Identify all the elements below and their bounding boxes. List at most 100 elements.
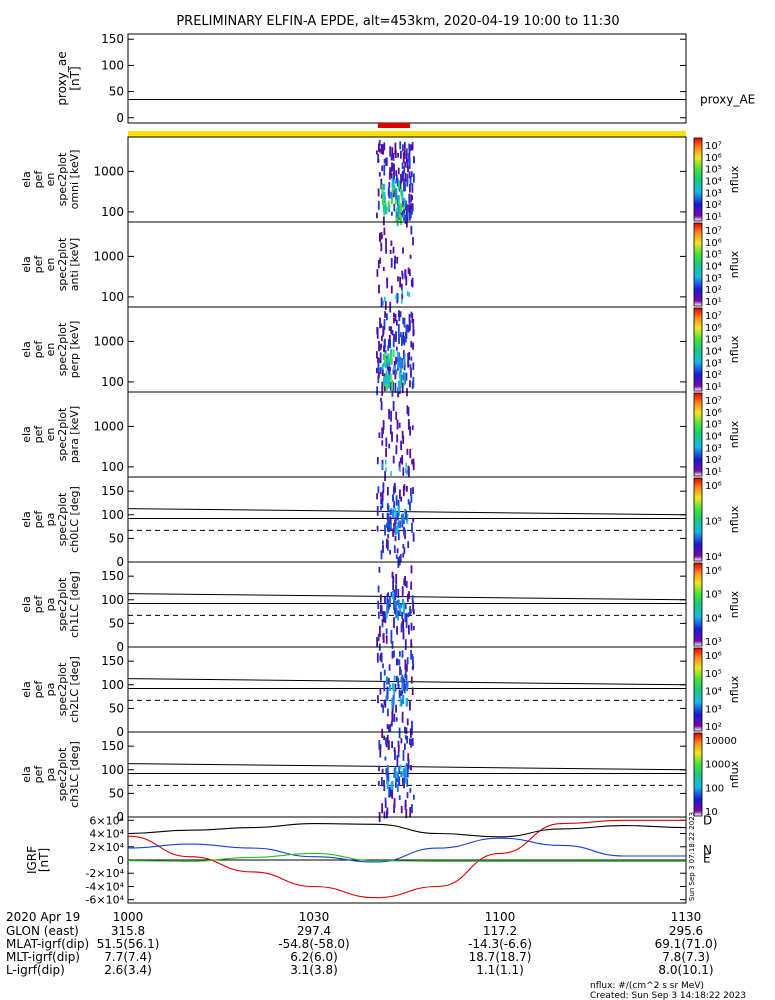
- spectrogram-cell: [384, 800, 387, 808]
- spectrogram-cell: [402, 750, 405, 761]
- spectrogram-cell: [390, 240, 393, 246]
- spectrogram-cell: [381, 803, 383, 814]
- spectrogram-cell: [378, 172, 381, 177]
- ylabel-line: spec2plot: [56, 407, 69, 461]
- spectrogram-cell: [392, 528, 394, 537]
- spectrogram-cell: [380, 550, 383, 560]
- spectrogram-cell: [382, 463, 384, 469]
- ytick-label: 100: [101, 205, 124, 219]
- ylabel-line: ela: [20, 681, 33, 698]
- spectrogram-cell: [397, 499, 400, 511]
- ytick-label: 0: [117, 854, 124, 867]
- spectrogram-cell: [382, 266, 385, 272]
- mlt-value: 7.7(7.4): [104, 950, 152, 964]
- spectrogram-cell: [408, 204, 410, 213]
- spectrogram-cell: [409, 176, 412, 185]
- spectrogram-cell: [377, 357, 379, 363]
- spectrogram-cell: [391, 184, 394, 194]
- spectrogram-cell: [399, 466, 401, 472]
- spectrogram-cell: [377, 371, 380, 378]
- spectrogram-cell: [394, 517, 397, 525]
- ytick-label: 50: [109, 786, 124, 800]
- l-shell-value: 3.1(3.8): [290, 963, 338, 977]
- spectrogram-cell: [399, 696, 402, 706]
- ylabel-line: pef: [32, 680, 45, 699]
- spectrogram-cell: [384, 311, 386, 318]
- spectrogram-cell: [379, 257, 382, 264]
- spectrogram-cell: [385, 206, 388, 215]
- spectrogram-cell: [410, 225, 413, 235]
- colorbar: [693, 222, 703, 307]
- colorbar: [693, 732, 703, 817]
- spectrogram-cell: [378, 765, 380, 772]
- spectrogram-cell: [402, 435, 405, 444]
- spectrogram-cell: [382, 204, 385, 212]
- spectrogram-cell: [406, 768, 409, 778]
- spectrogram-cell: [380, 144, 383, 154]
- spectrogram-cell: [383, 377, 385, 387]
- spectrogram-cell: [391, 211, 393, 216]
- spectrogram-cell: [400, 805, 403, 814]
- spectrogram-cell: [382, 194, 384, 205]
- spectrogram-cell: [377, 260, 380, 269]
- spectrogram-cell: [402, 628, 405, 640]
- spectrogram-cell: [388, 190, 391, 199]
- spectrogram-cell: [394, 683, 397, 692]
- spectrogram-cell: [380, 498, 383, 505]
- spectrogram-cell: [398, 776, 401, 786]
- spectrogram-cell: [396, 256, 399, 264]
- ylabel: elapefpaspec2plotch1LC [deg]: [20, 571, 81, 638]
- igrf-side-note: Sun Sep 3 07:18:22 2023: [688, 812, 696, 901]
- spectrogram-cell: [409, 144, 412, 151]
- colorbar-label: nflux: [728, 505, 741, 533]
- spectrogram-cell: [390, 782, 393, 790]
- ytick-label: 50: [109, 616, 124, 630]
- ytick-label: 100: [101, 58, 124, 72]
- spectrogram-cell: [392, 349, 395, 358]
- ylabel-line: pa: [44, 768, 57, 782]
- spectrogram-cell: [386, 360, 389, 366]
- colorbar-tick-label: 10⁵: [705, 420, 722, 431]
- spectrogram-cell: [407, 267, 410, 274]
- spectrogram-cell: [376, 150, 378, 155]
- spectrogram-cell: [409, 364, 412, 370]
- spectrogram-cell: [382, 428, 384, 434]
- spectrogram-cell: [378, 143, 380, 152]
- colorbar-tick-label: 10³: [705, 637, 722, 648]
- spectrogram-cell: [413, 794, 415, 800]
- igrf-legend-N: N: [703, 843, 712, 857]
- mlt-value: 18.7(18.7): [469, 950, 532, 964]
- ytick-label: 150: [101, 654, 124, 668]
- spectrogram-cell: [411, 208, 413, 215]
- spectrogram-cell: [383, 735, 385, 741]
- glon-value: 295.6: [669, 924, 703, 938]
- spectrogram-cell: [384, 459, 387, 465]
- spectrogram-cell: [385, 676, 388, 685]
- spectrogram-cell: [381, 368, 384, 377]
- spectrogram-cell: [402, 485, 405, 497]
- colorbar: [693, 307, 703, 392]
- spectrogram-cell: [401, 210, 404, 217]
- spectrogram-cell: [394, 766, 397, 776]
- spectrogram-cell: [391, 651, 394, 659]
- spectrogram-cell: [401, 682, 404, 688]
- spectrogram-cell: [377, 153, 379, 163]
- ylabel-line: ela: [20, 511, 33, 528]
- spectrogram-cell: [402, 170, 404, 182]
- spectrogram-cell: [393, 500, 395, 509]
- spectrogram-cell: [398, 520, 401, 528]
- spectrogram-cell: [407, 465, 410, 472]
- spectrogram-cell: [399, 141, 402, 150]
- spectrogram-cell: [385, 628, 388, 635]
- spectrogram-cell: [380, 594, 382, 603]
- spectrogram-cell: [403, 142, 406, 150]
- spectrogram-cell: [406, 778, 409, 787]
- colorbar-label: nflux: [728, 250, 741, 278]
- colorbar-tick-label: 10⁵: [705, 590, 722, 601]
- spectrogram-cell: [405, 727, 408, 734]
- colorbar: [693, 647, 703, 732]
- spectrogram-cell: [398, 766, 401, 774]
- spectrogram-cell: [380, 703, 383, 708]
